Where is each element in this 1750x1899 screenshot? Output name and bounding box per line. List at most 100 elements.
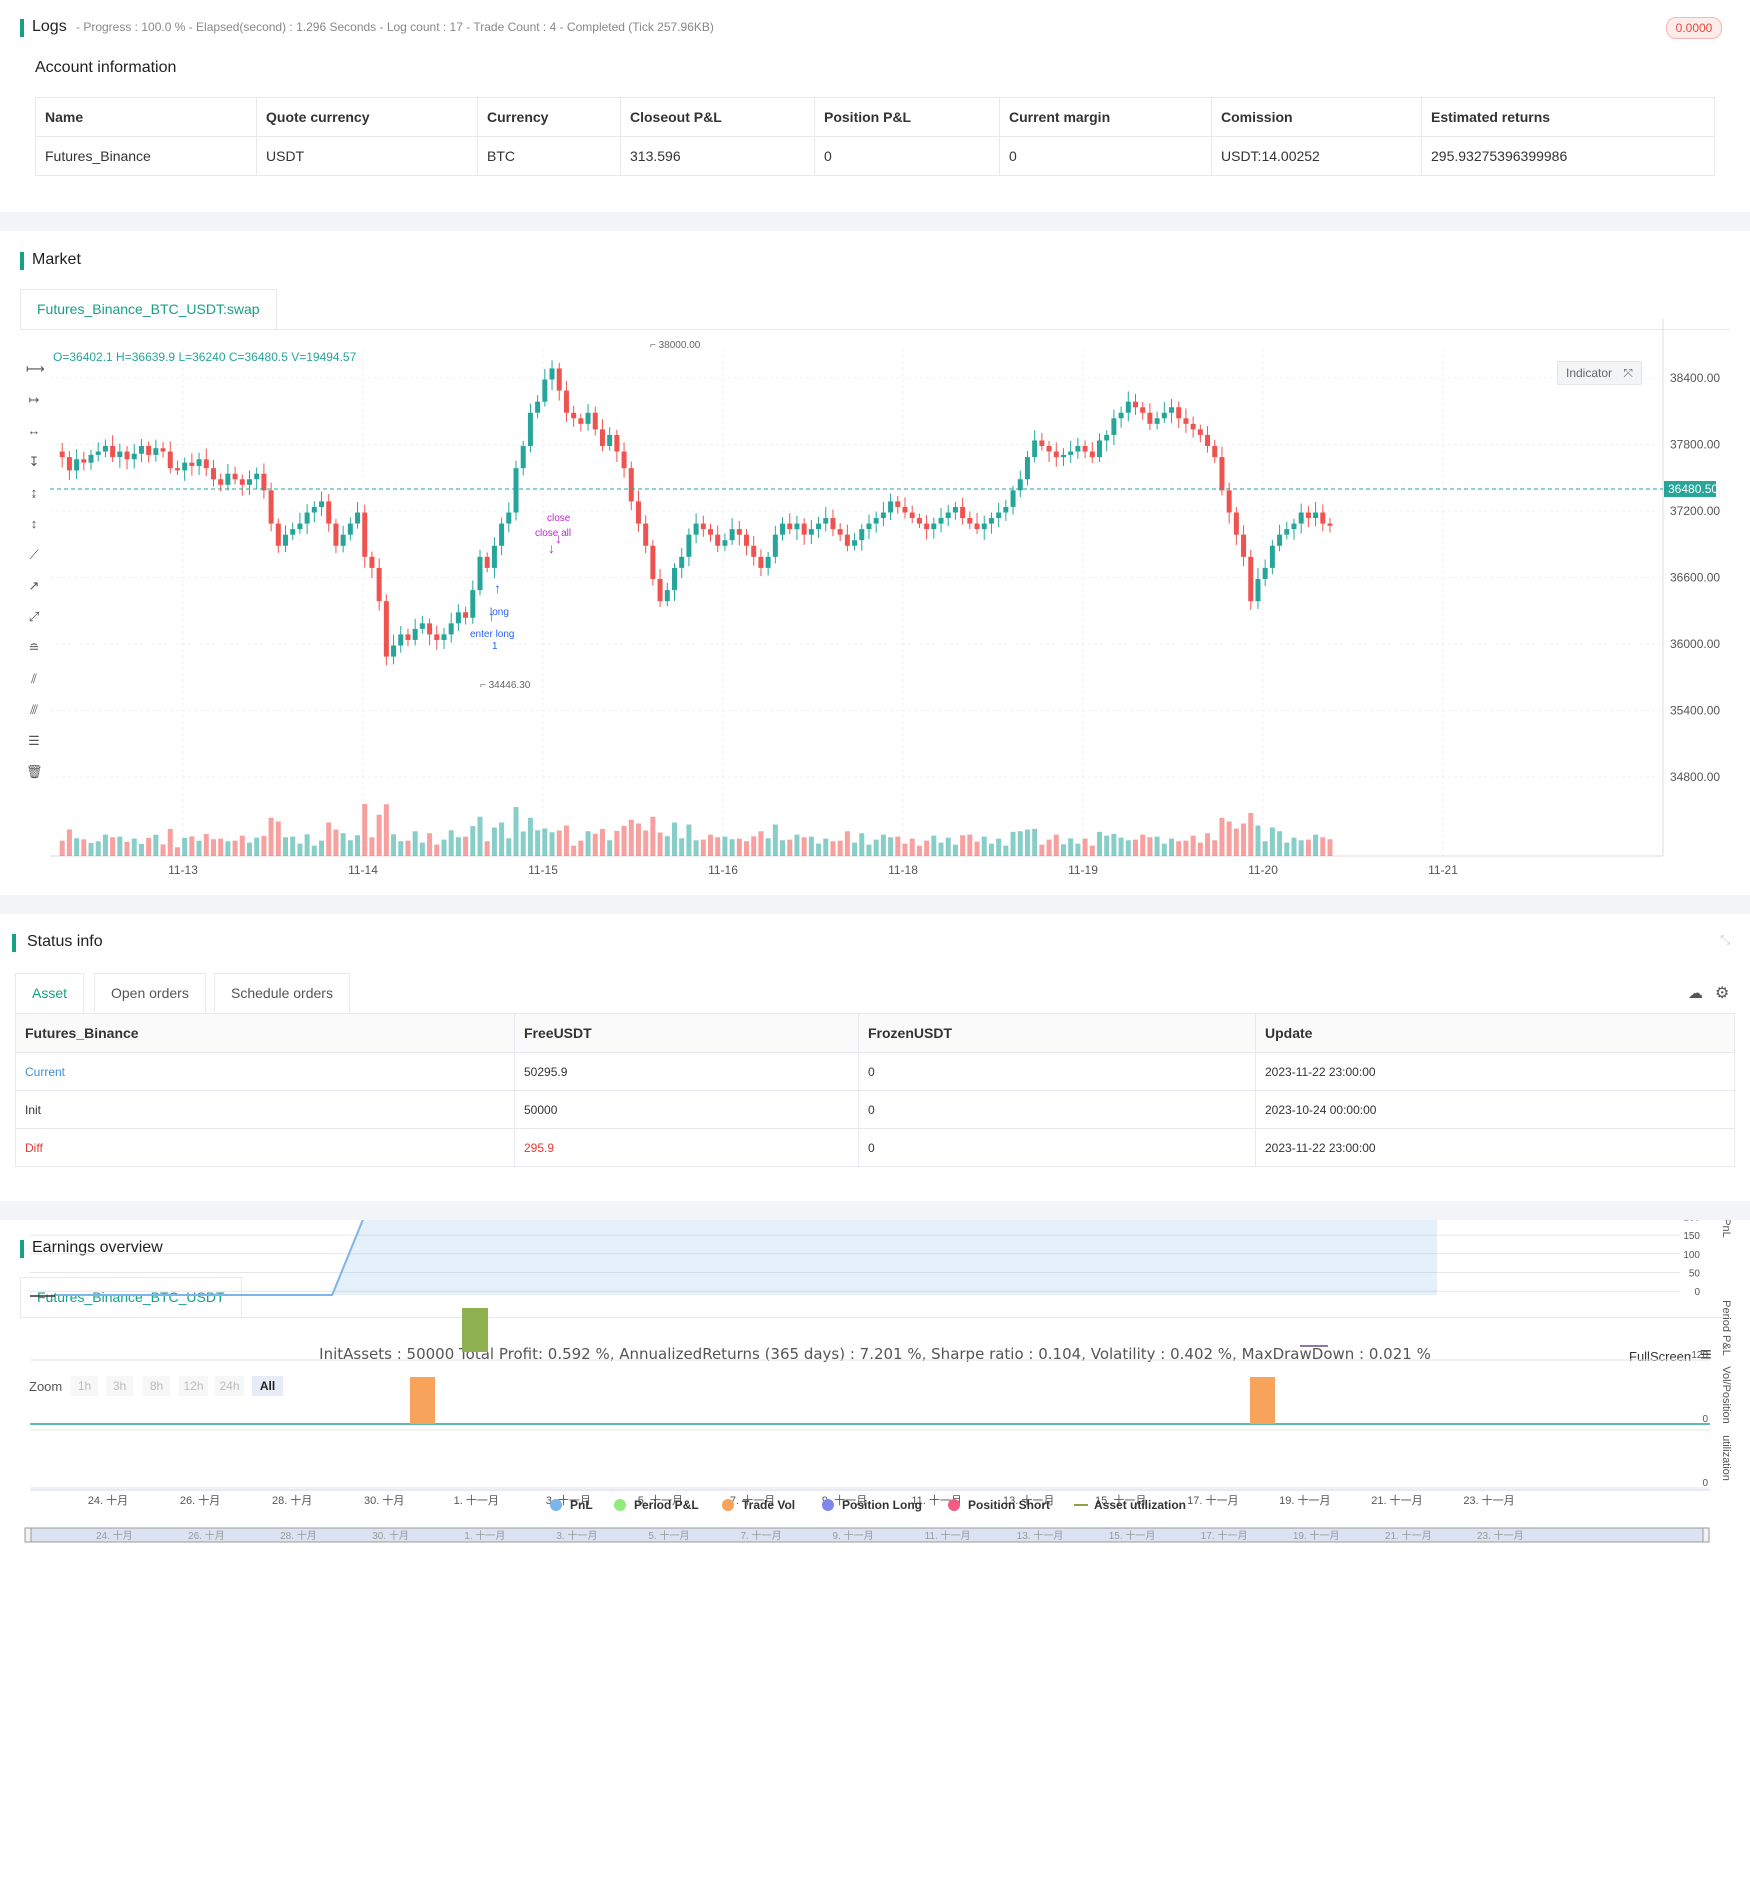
legend-item: PnL xyxy=(570,1498,593,1512)
volume-bar xyxy=(117,836,123,856)
segment-tool-icon[interactable]: ⤢ xyxy=(28,609,40,624)
volume-bar xyxy=(931,835,937,856)
candle-body xyxy=(513,468,519,513)
volume-bar xyxy=(1075,843,1081,856)
candle-body xyxy=(1096,440,1102,458)
asset-row-label[interactable]: Current xyxy=(15,1052,515,1091)
date-tick-label: 11-19 xyxy=(1068,863,1098,877)
candle-body xyxy=(563,390,569,413)
navigator-tick-label: 26. 十月 xyxy=(188,1529,225,1542)
market-symbol-tab[interactable]: Futures_Binance_BTC_USDT:swap xyxy=(20,289,277,330)
earnings-symbol-tab[interactable]: Futures_Binance_BTC_USDT xyxy=(20,1277,242,1318)
trash-icon[interactable]: 🗑 xyxy=(26,764,43,779)
pnl-line xyxy=(56,1220,364,1296)
candle-body xyxy=(765,556,771,568)
volume-bar xyxy=(1125,840,1131,856)
volume-bar xyxy=(203,834,209,856)
zoom-button-24h[interactable]: 24h xyxy=(215,1376,244,1396)
settings-icon[interactable]: ⚙ xyxy=(1715,985,1730,1002)
volume-bar xyxy=(319,840,325,856)
ray-tool-icon[interactable]: ↗ xyxy=(28,578,40,593)
enter-long-qty: 1 xyxy=(492,641,498,652)
indicator-button[interactable]: Indicator ⤧ xyxy=(1557,361,1642,385)
zoom-button-1h[interactable]: 1h xyxy=(71,1376,98,1396)
download-icon[interactable]: ☁ xyxy=(1688,985,1703,1002)
volume-bar xyxy=(1089,845,1095,856)
volume-bar xyxy=(1313,834,1319,856)
x-tick-label: 23. 十一月 xyxy=(1463,1493,1514,1507)
horizontal-line-tool-icon[interactable]: ⟼ xyxy=(26,361,45,376)
fullscreen-button[interactable]: FullScreen xyxy=(1629,1349,1692,1364)
vertical-line-tool-icon[interactable]: ↧ xyxy=(28,454,40,469)
expand-icon: ⤧ xyxy=(1623,366,1633,380)
candle-body xyxy=(542,379,548,402)
tab-schedule-orders[interactable]: Schedule orders xyxy=(214,973,350,1014)
volume-bar xyxy=(232,840,238,856)
candle-body xyxy=(1190,423,1196,430)
vol-tick-label: 0 xyxy=(1702,1414,1708,1425)
volume-bar xyxy=(1298,840,1304,856)
zoom-button-all[interactable]: All xyxy=(252,1376,283,1396)
tab-asset[interactable]: Asset xyxy=(15,973,85,1014)
account-cell: USDT:14.00252 xyxy=(1211,136,1422,176)
volume-bar xyxy=(650,816,656,856)
volume-bar xyxy=(138,843,144,856)
menu-icon[interactable]: ≡ xyxy=(1700,1344,1712,1366)
candle-body xyxy=(376,567,382,602)
account-cell: BTC xyxy=(477,136,621,176)
legend-marker xyxy=(948,1499,960,1511)
volume-bar xyxy=(563,825,569,856)
volume-bar xyxy=(643,830,649,856)
volume-bar xyxy=(844,831,850,856)
volume-bar xyxy=(1039,844,1045,856)
price-line-tool-icon[interactable]: ≘ xyxy=(28,640,40,655)
candle-body xyxy=(261,473,267,491)
account-header: Name xyxy=(35,97,257,137)
channel-tool-icon[interactable]: ⫻ xyxy=(30,702,38,717)
horizontal-ray-tool-icon[interactable]: ↦ xyxy=(28,392,40,407)
candle-body xyxy=(398,634,404,646)
zoom-button-12h[interactable]: 12h xyxy=(179,1376,208,1396)
legend-item: Period P&L xyxy=(634,1498,699,1512)
volume-bar xyxy=(340,833,346,856)
candle-body xyxy=(679,556,685,568)
fibonacci-tool-icon[interactable]: ☰ xyxy=(28,733,40,748)
zoom-button-8h[interactable]: 8h xyxy=(143,1376,170,1396)
candle-body xyxy=(981,523,987,530)
candle-body xyxy=(722,540,728,546)
volume-bar xyxy=(246,842,252,856)
volume-bar xyxy=(981,836,987,856)
volume-bar xyxy=(470,826,476,856)
zoom-button-3h[interactable]: 3h xyxy=(106,1376,133,1396)
candle-body xyxy=(333,523,339,546)
price-tick-label: 36600.00 xyxy=(1670,571,1720,585)
candle-body xyxy=(1017,479,1023,491)
candle-body xyxy=(95,451,101,455)
volume-bar xyxy=(268,817,274,856)
candle-body xyxy=(506,512,512,524)
collapse-icon[interactable]: ⤡ xyxy=(1720,932,1731,947)
volume-bar xyxy=(506,838,512,856)
vertical-ray-tool-icon[interactable]: ↨ xyxy=(30,485,38,500)
candle-body xyxy=(686,534,692,557)
candle-body xyxy=(1212,446,1218,458)
candle-body xyxy=(808,529,814,535)
volume-bar xyxy=(383,804,389,856)
asset-header-row: Futures_Binance FreeUSDT FrozenUSDT Upda… xyxy=(15,1013,1735,1053)
navigator-tick-label: 5. 十一月 xyxy=(648,1529,689,1542)
candle-body xyxy=(952,506,958,513)
volume-bar xyxy=(549,832,555,856)
candle-body xyxy=(693,523,699,535)
candle-body xyxy=(996,512,1002,519)
trend-line-tool-icon[interactable]: ⟋ xyxy=(29,547,39,562)
tab-open-orders[interactable]: Open orders xyxy=(94,973,206,1014)
volume-bar xyxy=(1305,839,1311,856)
x-tick-label: 21. 十一月 xyxy=(1371,1493,1422,1507)
logs-title: Logs xyxy=(32,18,67,35)
vertical-segment-tool-icon[interactable]: ↕ xyxy=(30,516,38,531)
candle-body xyxy=(239,479,245,485)
asset-cell: 50000 xyxy=(514,1090,859,1129)
horizontal-segment-tool-icon[interactable]: ↔ xyxy=(27,423,41,438)
parallel-line-tool-icon[interactable]: ⫽ xyxy=(31,671,37,686)
x-tick-label: 5. 十一月 xyxy=(638,1493,683,1507)
